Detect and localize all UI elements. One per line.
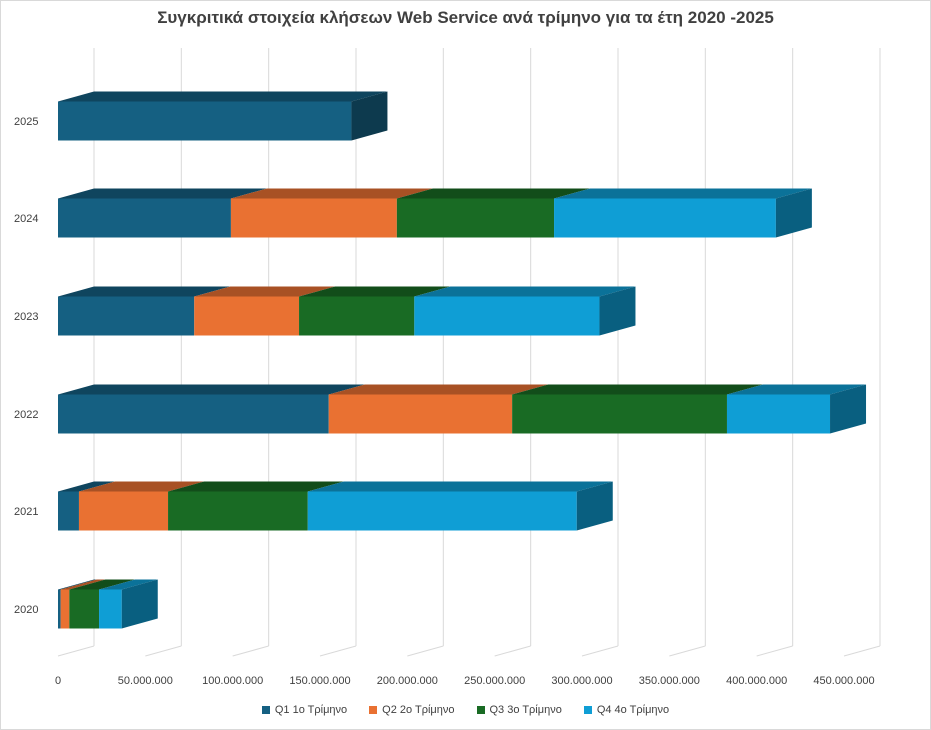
legend: Q1 1ο Τρίμηνο Q2 2ο Τρίμηνο Q3 3ο Τρίμηνο Q… bbox=[0, 704, 931, 716]
legend-label: Q4 4ο Τρίμηνο bbox=[596, 704, 670, 716]
bar-top bbox=[299, 286, 451, 297]
gridline bbox=[581, 645, 619, 657]
bar-top bbox=[396, 188, 591, 199]
gridline bbox=[843, 645, 881, 657]
bar-top bbox=[554, 188, 812, 199]
bar-top bbox=[58, 188, 267, 199]
bar-side bbox=[599, 286, 636, 336]
gridline bbox=[319, 645, 357, 657]
legend-item: Q4 4ο Τρίμηνο bbox=[583, 704, 670, 716]
gridline bbox=[57, 645, 95, 657]
x-tick-label: 100.000.000 bbox=[202, 675, 263, 687]
bar bbox=[99, 589, 122, 629]
chart-plot: 0 50.000.000 100.000.000 150.000.000 200.000… bbox=[14, 48, 881, 687]
chart-title: Συγκριτικά στοιχεία κλήσεων Web Service … bbox=[157, 8, 774, 27]
bar-top bbox=[69, 579, 136, 590]
bar-side bbox=[576, 481, 613, 531]
bar bbox=[78, 491, 169, 531]
x-tick-label: 200.000.000 bbox=[377, 675, 438, 687]
legend-item: Q2 2ο Τρίμηνο bbox=[369, 704, 455, 716]
bar bbox=[396, 198, 555, 238]
gridline bbox=[669, 645, 706, 657]
bar bbox=[58, 394, 329, 434]
bar-top bbox=[168, 481, 344, 492]
gridline bbox=[232, 645, 269, 657]
bar bbox=[58, 296, 195, 336]
bar bbox=[60, 589, 70, 629]
legend-item: Q3 3ο Τρίμηνο bbox=[476, 704, 562, 716]
bar-top bbox=[328, 384, 549, 395]
x-tick-label: 0 bbox=[55, 675, 61, 687]
bar bbox=[58, 589, 61, 629]
bar bbox=[328, 394, 513, 434]
x-tick-label: 450.000.000 bbox=[813, 675, 874, 687]
legend-swatch bbox=[261, 706, 270, 714]
bar bbox=[58, 198, 231, 238]
y-tick-label: 2024 bbox=[14, 213, 38, 225]
y-tick-label: 2023 bbox=[14, 311, 38, 323]
bar-side bbox=[775, 188, 812, 238]
legend-swatch bbox=[583, 706, 592, 714]
bar-side bbox=[830, 384, 867, 434]
bar-top bbox=[194, 286, 336, 297]
legend-swatch bbox=[476, 706, 485, 714]
bar-top bbox=[58, 579, 97, 590]
bar bbox=[58, 101, 352, 141]
bar bbox=[69, 589, 100, 629]
bar bbox=[230, 198, 397, 238]
y-tick-label: 2021 bbox=[14, 506, 38, 518]
bar-top bbox=[726, 384, 867, 395]
bar-side bbox=[121, 579, 158, 629]
x-tick-label: 250.000.000 bbox=[464, 675, 525, 687]
bar bbox=[726, 394, 831, 434]
legend-label: Q3 3ο Τρίμηνο bbox=[489, 704, 562, 716]
legend-label: Q2 2ο Τρίμηνο bbox=[382, 704, 455, 716]
y-tick-label: 2022 bbox=[14, 409, 38, 421]
bar-top bbox=[58, 286, 231, 297]
bar-top bbox=[58, 384, 365, 395]
bar bbox=[554, 198, 776, 238]
bar-top bbox=[78, 481, 205, 492]
x-tick-label: 300.000.000 bbox=[551, 675, 612, 687]
bar-top bbox=[307, 481, 613, 492]
bar-top bbox=[414, 286, 636, 297]
bar bbox=[58, 491, 79, 531]
legend-label: Q1 1ο Τρίμηνο bbox=[274, 704, 348, 716]
gridline bbox=[756, 645, 793, 657]
x-tick-label: 350.000.000 bbox=[639, 675, 700, 687]
x-tick-label: 400.000.000 bbox=[726, 675, 787, 687]
gridline bbox=[145, 645, 182, 657]
bar-top bbox=[60, 579, 106, 590]
bar-top bbox=[230, 188, 433, 199]
bar bbox=[168, 491, 308, 531]
gridline bbox=[494, 645, 531, 657]
y-tick-label: 2020 bbox=[14, 604, 38, 616]
x-tick-label: 150.000.000 bbox=[289, 675, 350, 687]
bar bbox=[299, 296, 415, 336]
x-tick-label: 50.000.000 bbox=[118, 675, 173, 687]
y-tick-label: 2025 bbox=[14, 116, 38, 128]
bar-top bbox=[58, 91, 388, 102]
bar bbox=[307, 491, 577, 531]
bar-top bbox=[512, 384, 763, 395]
legend-item: Q1 1ο Τρίμηνο bbox=[261, 704, 348, 716]
bar bbox=[194, 296, 300, 336]
legend-swatch bbox=[369, 706, 378, 714]
bar bbox=[414, 296, 600, 336]
bar bbox=[512, 394, 727, 434]
bar-top bbox=[58, 481, 115, 492]
bar-top bbox=[99, 579, 158, 590]
gridline bbox=[407, 645, 444, 657]
bar-side bbox=[351, 91, 388, 141]
